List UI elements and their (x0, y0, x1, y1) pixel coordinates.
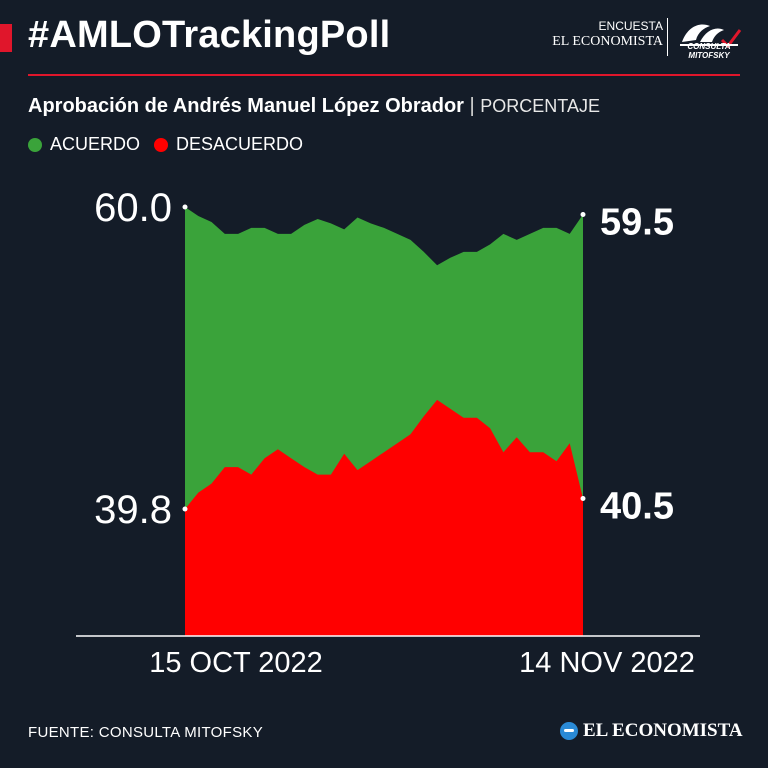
accent-bar (0, 24, 12, 52)
chart-subtitle: Aprobación de Andrés Manuel López Obrado… (28, 95, 600, 118)
brand-block: ENCUESTA EL ECONOMISTA CONSULTA MITOFSKY (540, 16, 745, 60)
legend-item-disagree: DESACUERDO (154, 134, 303, 155)
start-point-agree (182, 204, 188, 210)
end-point-disagree (580, 496, 586, 502)
economista-icon (560, 722, 578, 740)
legend-label-agree: ACUERDO (50, 134, 141, 154)
end-label-agree: 59.5 (600, 201, 674, 243)
brand-top: ENCUESTA (598, 19, 663, 33)
header-rule (28, 74, 740, 76)
brand-text: ENCUESTA EL ECONOMISTA (552, 18, 663, 50)
source-note: FUENTE: CONSULTA MITOFSKY (28, 724, 264, 741)
end-point-agree (580, 211, 586, 217)
x-end-tick-label: 14 NOV 2022 (519, 647, 695, 679)
footer-logo-text: EL ECONOMISTA (583, 720, 743, 741)
chart-unit: PORCENTAJE (480, 96, 600, 116)
footer-logo: EL ECONOMISTA (560, 720, 743, 742)
title-separator: | (469, 95, 475, 117)
mitofsky-label: CONSULTA MITOFSKY (687, 42, 731, 60)
start-label-disagree: 39.8 (94, 488, 172, 532)
brand-name: EL ECONOMISTA (552, 34, 663, 49)
legend-dot-agree (28, 137, 42, 152)
start-label-agree: 60.0 (94, 186, 172, 230)
mitofsky-logo-icon (680, 24, 742, 49)
legend-label-disagree: DESACUERDO (176, 134, 304, 154)
mitofsky-logo: CONSULTA MITOFSKY (674, 16, 744, 60)
start-point-disagree (182, 506, 188, 512)
series-area-disagree (185, 399, 583, 636)
legend-item-agree: ACUERDO (28, 134, 140, 155)
page-title: #AMLOTrackingPoll (28, 14, 391, 56)
legend-dot-disagree (154, 137, 169, 152)
brand-separator (667, 18, 668, 56)
end-label-disagree: 40.5 (600, 486, 674, 528)
chart-title: Aprobación de Andrés Manuel López Obrado… (28, 95, 464, 117)
chart-legend: ACUERDO DESACUERDO (28, 134, 317, 155)
x-start-tick-label: 15 OCT 2022 (149, 647, 323, 679)
